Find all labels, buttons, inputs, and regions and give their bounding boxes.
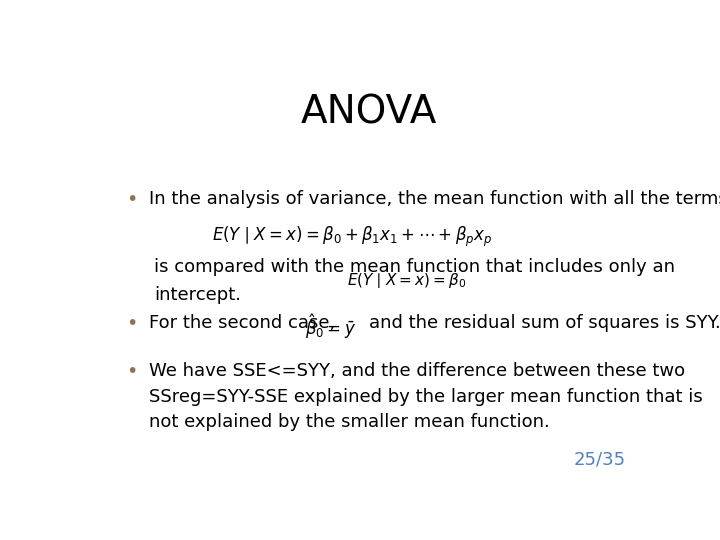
Text: •: • — [126, 190, 138, 208]
Text: •: • — [126, 362, 138, 381]
Text: In the analysis of variance, the mean function with all the terms: In the analysis of variance, the mean fu… — [148, 190, 720, 207]
Text: $\hat{\beta}_0 = \bar{y}$: $\hat{\beta}_0 = \bar{y}$ — [305, 312, 356, 341]
Text: For the second case,: For the second case, — [148, 314, 335, 332]
Text: 25/35: 25/35 — [574, 450, 626, 468]
Text: intercept.: intercept. — [154, 286, 241, 305]
Text: ANOVA: ANOVA — [301, 94, 437, 132]
Text: $E(Y \mid X = x) = \beta_0$: $E(Y \mid X = x) = \beta_0$ — [347, 271, 466, 289]
Text: $E(Y \mid X = x) = \beta_0 + \beta_1 x_1 + \cdots + \beta_p x_p$: $E(Y \mid X = x) = \beta_0 + \beta_1 x_1… — [212, 225, 492, 249]
Text: We have SSE<=SYY, and the difference between these two
SSreg=SYY-SSE explained b: We have SSE<=SYY, and the difference bet… — [148, 362, 702, 431]
Text: is compared with the mean function that includes only an: is compared with the mean function that … — [154, 258, 675, 276]
Text: •: • — [126, 314, 138, 333]
Text: and the residual sum of squares is SYY.: and the residual sum of squares is SYY. — [369, 314, 720, 332]
